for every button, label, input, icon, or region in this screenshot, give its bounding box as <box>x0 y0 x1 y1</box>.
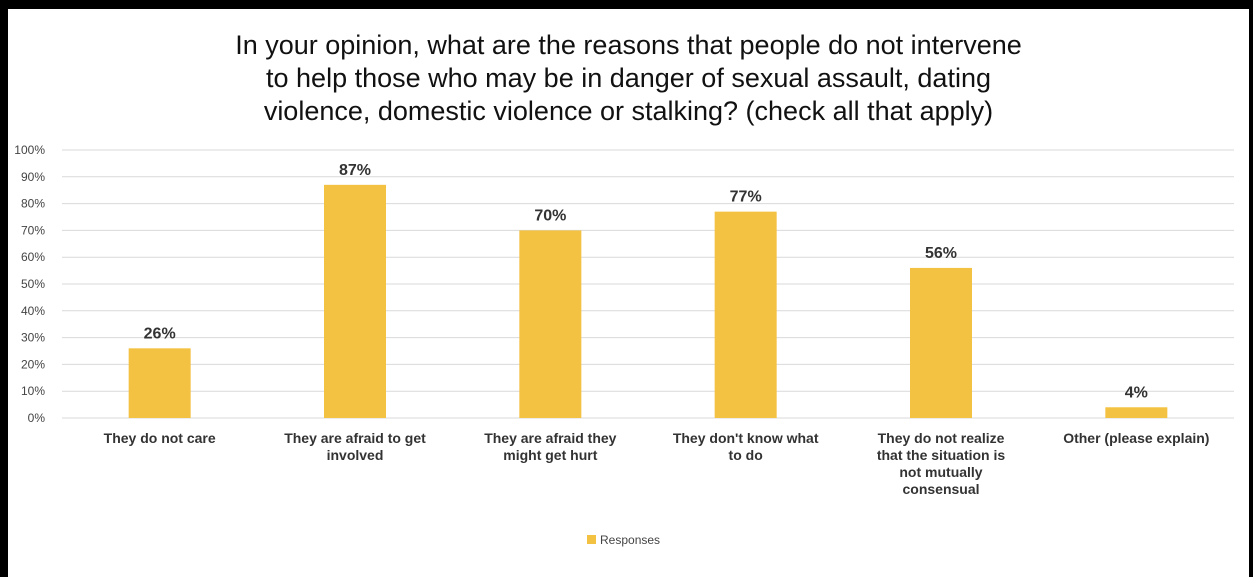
bar <box>1105 407 1168 418</box>
y-tick-label: 50% <box>21 277 45 291</box>
x-tick-label: Other (please explain) <box>1063 430 1209 446</box>
y-tick-label: 40% <box>21 304 45 318</box>
x-tick-label: They do not realize <box>878 430 1005 446</box>
y-tick-label: 80% <box>21 197 45 211</box>
bar-chart: 0% 10% 20% 30% 40% 50% 60% 70% 80% 90% 100% 26% They… <box>14 143 1234 547</box>
x-tick-label: They do not care <box>104 430 216 446</box>
y-tick-label: 30% <box>21 331 45 345</box>
legend-label: Responses <box>600 533 660 547</box>
data-label: 4% <box>1125 384 1148 401</box>
y-tick-label: 0% <box>28 411 46 425</box>
x-tick-label: They are afraid they <box>484 430 616 446</box>
legend-swatch <box>587 535 596 544</box>
chart-frame: In your opinion, what are the reasons th… <box>8 9 1249 577</box>
x-tick-label: might get hurt <box>503 447 597 463</box>
x-tick-label: consensual <box>902 481 979 497</box>
y-tick-label: 100% <box>14 143 45 157</box>
chart-title: In your opinion, what are the reasons th… <box>235 30 1022 126</box>
data-label: 70% <box>534 207 566 224</box>
bar <box>519 230 582 418</box>
bar <box>910 267 972 418</box>
x-tick-label: to do <box>729 447 763 463</box>
x-tick-label: They are afraid to get <box>284 430 426 446</box>
data-label: 56% <box>925 245 957 262</box>
x-tick-label: They don't know what <box>673 430 819 446</box>
data-label: 26% <box>144 325 176 342</box>
data-label: 87% <box>339 162 371 179</box>
bar <box>324 184 386 418</box>
y-tick-label: 10% <box>21 384 45 398</box>
x-tick-label: that the situation is <box>877 447 1006 463</box>
y-tick-label: 20% <box>21 357 45 371</box>
y-tick-label: 90% <box>21 170 45 184</box>
bar <box>714 211 777 418</box>
data-label: 77% <box>730 189 762 206</box>
x-tick-label: involved <box>327 447 384 463</box>
bar <box>128 348 191 418</box>
x-tick-label: not mutually <box>899 464 982 480</box>
y-tick-label: 60% <box>21 250 45 264</box>
y-tick-label: 70% <box>21 223 45 237</box>
